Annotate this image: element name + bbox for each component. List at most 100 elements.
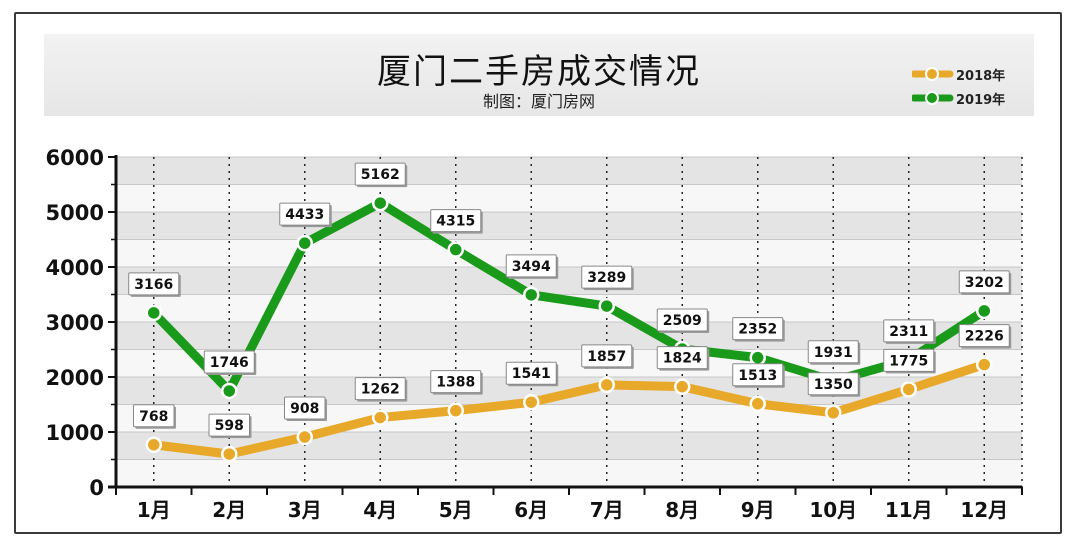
data-point-2019年 [145,304,162,322]
data-point-2018年 [523,393,540,411]
legend-label-2019: 2019年 [956,93,1006,108]
data-label-box [883,319,935,343]
data-point-2019年 [523,286,540,304]
data-label: 2352 [738,322,777,338]
data-point-2018年 [825,404,842,421]
data-label: 4433 [285,207,324,223]
chart-header: 厦门二手房成交情况 制图：厦门房网 [44,34,1034,116]
data-label-box [581,344,633,368]
x-tick-label: 8月 [665,498,699,522]
data-point-2018年 [749,395,766,413]
data-label-box [203,350,255,374]
data-point-2018年 [447,402,464,419]
data-label: 1857 [587,349,626,365]
x-tick-label: 11月 [885,498,933,522]
legend-item-2018: 2018年 [912,64,1022,84]
data-label: 908 [290,401,319,417]
data-label: 1541 [512,366,551,382]
data-label: 1775 [889,353,928,369]
x-tick-label: 12月 [960,498,1008,522]
data-label-box [656,308,708,332]
data-label-box [807,372,859,396]
data-label-box [732,317,784,341]
data-label: 2509 [663,313,702,329]
data-label-box [128,272,180,296]
data-label-box [581,265,633,289]
chart-legend: 2018年 2019年 [912,64,1022,110]
data-label-box [284,396,326,420]
x-tick-label: 3月 [288,498,322,522]
grid-band [116,157,1022,185]
data-point-2018年 [221,445,238,463]
grid-band [116,459,1022,487]
data-point-2018年 [976,356,993,373]
data-label: 1350 [814,377,853,393]
data-point-2018年 [900,381,917,398]
data-label: 5162 [361,167,400,183]
grid-band [116,184,1022,212]
y-tick-label: 4000 [46,256,104,280]
x-tick-label: 1月 [137,498,171,522]
grid-band [116,212,1022,240]
data-label-box [958,270,1010,294]
data-label: 1746 [210,355,249,371]
x-tick-label: 5月 [439,498,473,522]
y-tick-label: 0 [89,476,104,500]
data-label: 3289 [587,270,626,286]
data-label-box [430,209,482,233]
data-label-box [883,348,935,372]
data-point-2018年 [296,428,313,446]
data-label: 1824 [663,351,702,367]
data-label-box [208,413,250,437]
data-label: 1388 [436,375,475,391]
legend-marker-2018 [912,67,954,81]
x-tick-label: 7月 [590,498,624,522]
data-label-box [505,254,557,278]
data-point-2018年 [674,378,691,395]
legend-marker-2019 [912,91,954,105]
chart-subtitle: 制图：厦门房网 [482,92,595,111]
data-label: 2311 [889,324,928,340]
data-label-box [354,377,406,401]
x-tick-label: 4月 [363,498,397,522]
data-label: 1931 [814,345,853,361]
series-line-2018年 [149,360,989,459]
grid-band [116,239,1022,267]
y-tick-label: 1000 [46,421,104,445]
data-point-2018年 [372,409,389,426]
data-label-box [656,346,708,370]
data-point-2019年 [372,194,389,212]
data-label: 1262 [361,382,400,398]
data-label-box [958,324,1010,348]
legend-label-2018: 2018年 [956,69,1006,84]
data-label: 768 [139,409,168,425]
data-point-2019年 [976,302,993,320]
x-tick-label: 2月 [212,498,246,522]
y-tick-label: 6000 [46,146,104,170]
data-label: 1513 [738,368,777,384]
y-tick-label: 2000 [46,366,104,390]
data-label: 3494 [512,259,551,275]
x-tick-label: 9月 [741,498,775,522]
data-label-box [133,404,175,428]
data-point-2019年 [221,382,238,400]
data-label: 4315 [436,214,475,230]
data-label: 598 [215,418,244,434]
grid-band [116,404,1022,432]
data-label: 3202 [965,275,1004,291]
data-point-2019年 [749,349,766,366]
data-label-box [279,202,331,226]
data-label-box [354,162,406,186]
data-label-box [430,370,482,394]
x-tick-label: 10月 [809,498,857,522]
y-tick-label: 3000 [46,311,104,335]
data-point-2018年 [145,436,162,454]
data-label-box [807,340,859,364]
data-label-box [732,363,784,387]
grid-band [116,267,1022,295]
chart-title: 厦门二手房成交情况 [377,52,701,92]
data-point-2019年 [598,297,615,315]
x-tick-label: 6月 [514,498,548,522]
data-point-2019年 [447,241,464,258]
